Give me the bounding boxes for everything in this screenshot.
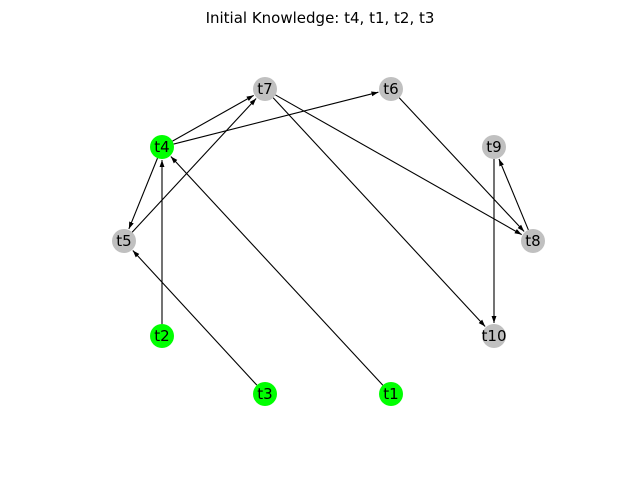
node-circle-t10	[482, 324, 506, 348]
edge-t4-t7	[172, 94, 254, 142]
node-label-t7: t7	[257, 80, 272, 98]
node-circle-t5	[112, 229, 136, 253]
edges-layer	[128, 91, 529, 386]
edge-t4-t5	[128, 157, 159, 230]
node-label-t6: t6	[383, 80, 398, 98]
edge-t8-t9	[498, 158, 529, 231]
node-label-t1: t1	[383, 385, 398, 403]
node-label-t4: t4	[154, 138, 169, 156]
node-circle-t6	[379, 77, 403, 101]
node-t5: t5	[112, 229, 136, 253]
node-label-t8: t8	[525, 232, 540, 250]
node-t7: t7	[253, 77, 277, 101]
node-label-t2: t2	[154, 327, 169, 345]
node-t4: t4	[150, 135, 174, 159]
edge-t7-t8	[275, 94, 522, 236]
node-circle-t8	[521, 229, 545, 253]
node-label-t10: t10	[482, 327, 507, 345]
node-circle-t2	[150, 324, 174, 348]
node-circle-t1	[379, 382, 403, 406]
edge-t1-t4	[170, 156, 384, 386]
edge-t5-t7	[131, 98, 257, 233]
node-t3: t3	[253, 382, 277, 406]
edge-t6-t8	[398, 97, 525, 232]
edge-t4-t6	[173, 91, 379, 145]
node-circle-t7	[253, 77, 277, 101]
node-label-t9: t9	[486, 138, 501, 156]
node-t1: t1	[379, 382, 403, 406]
node-t6: t6	[379, 77, 403, 101]
node-label-t3: t3	[257, 385, 272, 403]
node-circle-t3	[253, 382, 277, 406]
node-t2: t2	[150, 324, 174, 348]
node-t10: t10	[482, 324, 507, 348]
nodes-layer: t7 t6 t4 t9 t5 t8 t2 t10 t3 t1	[112, 77, 545, 406]
edge-t7-t10	[272, 97, 486, 327]
node-t8: t8	[521, 229, 545, 253]
node-label-t5: t5	[116, 232, 131, 250]
node-circle-t9	[482, 135, 506, 159]
figure-title: Initial Knowledge: t4, t1, t2, t3	[206, 9, 435, 27]
node-t9: t9	[482, 135, 506, 159]
node-circle-t4	[150, 135, 174, 159]
edge-t3-t5	[132, 250, 258, 386]
